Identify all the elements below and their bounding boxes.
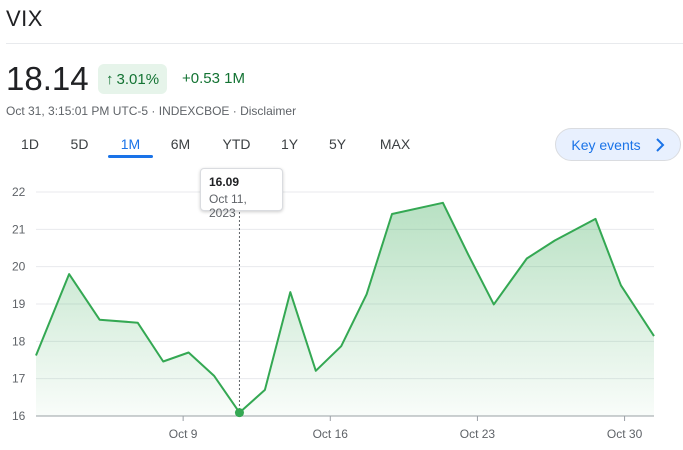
current-price: 18.14 [6,60,89,97]
chart-price-line [35,201,655,414]
exchange-name: INDEXCBOE [158,104,230,118]
absolute-change: +0.53 1M [182,70,245,87]
arrow-up-icon: ↑ [106,70,114,88]
y-tick-label: 16 [12,409,26,423]
tooltip-date: Oct 11, 2023 [209,192,247,220]
x-tick-label: Oct 30 [607,427,643,441]
percent-change-value: 3.01% [116,70,160,88]
y-tick-label: 17 [12,372,26,386]
y-axis: 16 17 18 19 20 21 22 [12,185,26,423]
y-tick-label: 21 [12,222,26,236]
divider [6,43,683,44]
price-chart[interactable]: 16 17 18 19 20 21 22 Oct 9 Oct 16 Oct 23 Oct 30 [0,160,683,450]
chevron-right-icon [655,137,665,152]
timestamp: Oct 31, 3:15:01 PM UTC-5 [6,104,149,118]
tab-max[interactable]: MAX [379,136,411,152]
tooltip-value: 16.09 [209,175,240,189]
tab-ytd[interactable]: YTD [222,136,251,152]
tab-5y[interactable]: 5Y [328,136,347,152]
percent-change-badge: ↑ 3.01% [98,64,168,94]
key-events-label: Key events [571,136,641,153]
chart-tooltip: 16.09 Oct 11, 2023 [200,168,283,220]
tab-1m[interactable]: 1M [108,136,153,158]
y-tick-label: 19 [12,297,26,311]
disclaimer-link[interactable]: Disclaimer [240,104,297,118]
key-events-button[interactable]: Key events [555,128,681,161]
absolute-change-value: +0.53 [182,70,220,87]
y-tick-label: 22 [12,185,26,199]
chart-area-fill [36,202,654,416]
range-label: 1M [224,70,245,87]
y-tick-label: 20 [12,260,26,274]
y-tick-label: 18 [12,334,26,348]
chart-highlight-point [234,408,244,418]
tab-5d[interactable]: 5D [70,136,89,152]
x-tick-label: Oct 9 [169,427,198,441]
range-tabs: 1D 5D 1M 6M YTD 1Y 5Y MAX [10,136,430,158]
x-tick-label: Oct 23 [460,427,496,441]
x-axis: Oct 9 Oct 16 Oct 23 Oct 30 [169,416,643,441]
x-tick-label: Oct 16 [313,427,349,441]
tab-1d[interactable]: 1D [21,136,39,152]
tab-6m[interactable]: 6M [170,136,191,152]
tab-1y[interactable]: 1Y [280,136,299,152]
quote-meta: Oct 31, 3:15:01 PM UTC-5 · INDEXCBOE · D… [6,104,297,118]
page-title: VIX [6,6,43,31]
